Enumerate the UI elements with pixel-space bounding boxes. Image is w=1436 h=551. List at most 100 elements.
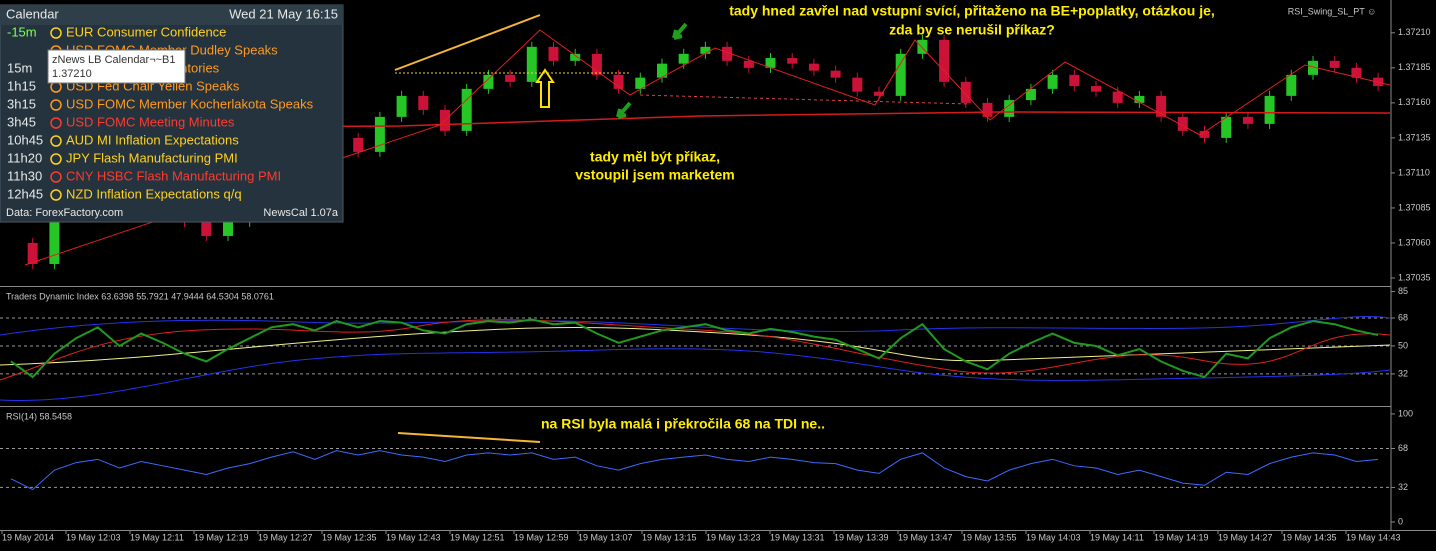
candle [1047,74,1058,89]
price-tick-label: 1.37110 [1398,167,1430,177]
candle [1091,86,1101,92]
event-icon [50,99,62,111]
candle [1264,95,1275,124]
candle [526,46,537,82]
candle [808,63,819,71]
time-label: 19 May 13:39 [834,532,889,542]
candle [700,46,711,54]
tooltip-price: 1.37210 [52,68,92,80]
time-label: 19 May 12:51 [450,532,505,542]
event-time: 3h45 [7,114,36,129]
arrow [672,22,688,40]
price-tick-label: 1.37085 [1398,202,1431,212]
calendar-title: Calendar [6,6,59,21]
rsi-line [10,450,1379,491]
time-label: 19 May 14:11 [1090,532,1144,542]
candle [852,77,863,92]
candle [657,63,667,78]
candle [722,46,733,61]
event-icon [50,171,62,183]
candle [1286,74,1297,96]
candle [483,74,494,89]
candle [1221,116,1232,138]
event-time: 1h15 [7,78,36,93]
annotation: zda by se nerušil příkaz? [889,22,1055,38]
time-label: 19 May 13:31 [770,532,825,542]
candle [765,58,776,68]
level-line [639,94,971,105]
tick-label: 68 [1398,312,1408,322]
time-label: 19 May 2014 [2,532,54,542]
candle [418,95,429,110]
zigzag [24,29,1391,266]
candle [874,91,884,96]
event-time: 15m [7,60,32,75]
annotation: tady měl být příkaz, [590,149,720,165]
candle [635,77,646,89]
candle [895,53,906,96]
candle [396,95,407,117]
candle [613,74,624,89]
candle [1351,67,1362,78]
candle [223,221,233,236]
time-label: 19 May 12:59 [514,532,569,542]
candle [27,242,38,264]
time-label: 19 May 13:07 [578,532,633,542]
event-name: NZD Inflation Expectations q/q [66,186,242,201]
event-time: 12h45 [7,186,43,201]
annotation: tady hned zavřel nad vstupní svící, přit… [729,3,1215,19]
tooltip-box [47,49,186,84]
tick-label: 0 [1398,516,1403,526]
event-icon [50,117,62,129]
price-tick-label: 1.37160 [1398,97,1431,107]
candle [353,137,364,152]
arrow [616,101,632,119]
candle [548,46,559,61]
event-name: EUR Consumer Confidence [66,24,226,39]
candle [830,70,841,78]
tick-label: 32 [1398,368,1408,378]
candle [1308,60,1318,75]
calendar-version: NewsCal 1.07a [263,207,338,219]
tdi-signal [0,319,1391,381]
candle [201,221,212,236]
event-time: 3h15 [7,96,36,111]
price-tick-label: 1.37135 [1398,132,1431,142]
candle [960,81,971,103]
trend-line [394,14,541,71]
time-label: 19 May 13:55 [962,532,1017,542]
time-label: 19 May 14:03 [1026,532,1081,542]
tick-label: 50 [1398,340,1408,350]
indicator-label: RSI_Swing_SL_PT ☺ [1288,6,1377,16]
event-icon [50,27,62,39]
tick-label: 32 [1398,482,1408,492]
candle [917,39,928,54]
event-name: USD FOMC Member Kocherlakota Speaks [66,96,314,111]
tdi-title: Traders Dynamic Index 63.6398 55.7921 47… [6,291,274,301]
event-name: JPY Flash Manufacturing PMI [66,150,238,165]
candle [570,53,581,61]
calendar-datetime: Wed 21 May 16:15 [229,6,338,21]
candle [461,88,472,131]
annotation: vstoupil jsem marketem [575,167,735,183]
frames [0,0,1436,531]
candle [982,102,993,117]
price-tick-label: 1.37185 [1398,62,1431,72]
time-label: 19 May 14:43 [1346,532,1401,542]
candle [1112,91,1123,103]
time-label: 19 May 13:15 [642,532,697,542]
time-label: 19 May 12:11 [130,532,184,542]
time-label: 19 May 13:23 [706,532,761,542]
event-time: 11h20 [7,150,42,165]
candle [678,53,689,64]
candle [1069,74,1080,87]
candle [939,39,950,82]
tick-label: 85 [1398,286,1408,296]
price-tick-label: 1.37035 [1398,272,1431,282]
time-label: 19 May 12:27 [258,532,313,542]
tick-label: 68 [1398,443,1408,453]
trend-line [397,432,541,443]
calendar-panel [0,4,344,223]
